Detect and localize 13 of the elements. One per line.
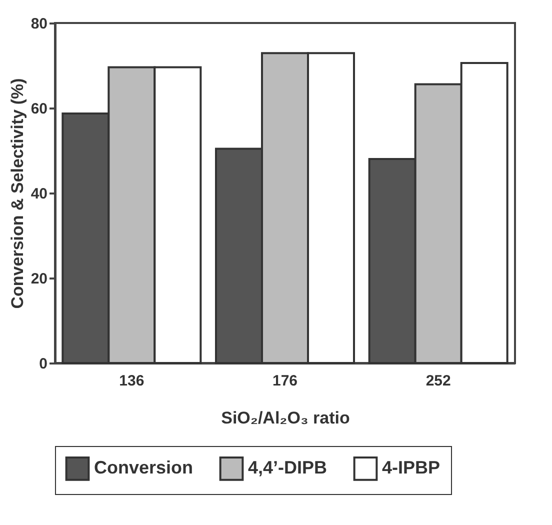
y-tick-label: 60	[30, 100, 48, 118]
legend-label: Conversion	[94, 458, 194, 478]
legend-label: 4-IPBP	[382, 458, 440, 478]
x-axis-title: SiO₂/Al₂O₃ ratio	[221, 408, 350, 428]
legend-label: 4,4’-DIPB	[248, 458, 328, 478]
y-tick-label: 80	[30, 16, 48, 32]
y-axis-title: Conversion & Selectivity (%)	[8, 78, 27, 309]
y-tick-label: 20	[30, 270, 48, 288]
x-tick-label: 252	[426, 372, 451, 390]
y-tick-label: 0	[39, 356, 48, 372]
y-tick-label: 40	[30, 186, 48, 202]
x-tick-label: 176	[272, 372, 298, 390]
x-tick-label: 136	[119, 372, 144, 390]
